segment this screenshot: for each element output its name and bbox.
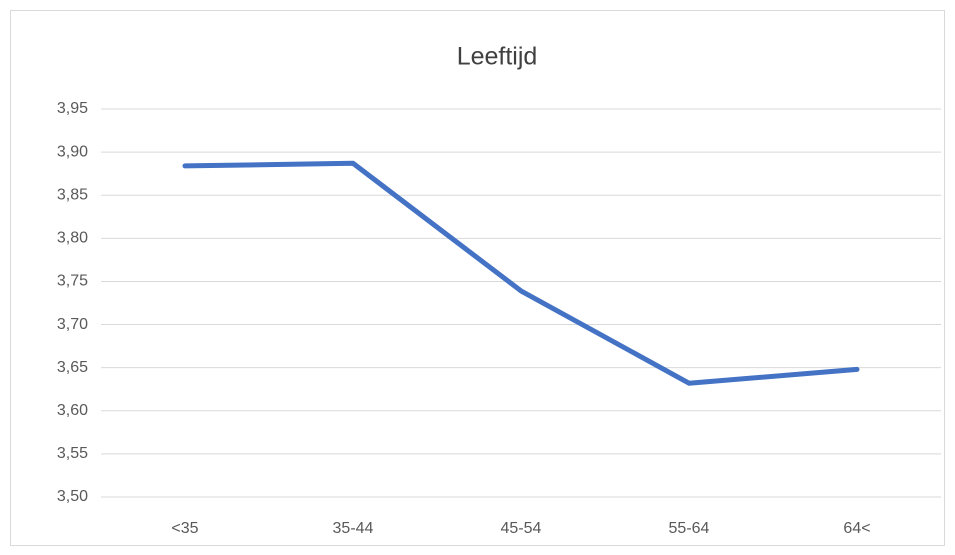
y-tick-label: 3,80: [57, 230, 88, 247]
x-tick-label: 64<: [843, 520, 870, 537]
x-tick-label: 55-64: [669, 520, 710, 537]
x-tick-label: 35-44: [333, 520, 374, 537]
y-tick-label: 3,55: [57, 445, 88, 462]
y-tick-label: 3,95: [57, 100, 88, 117]
line-series: [182, 160, 860, 386]
y-tick-label: 3,60: [57, 402, 88, 419]
y-tick-label: 3,75: [57, 273, 88, 290]
x-tick-label: <35: [171, 520, 198, 537]
chart-border: [10, 10, 945, 546]
y-tick-label: 3,65: [57, 359, 88, 376]
y-tick-label: 3,85: [57, 186, 88, 203]
x-tick-label: 45-54: [501, 520, 542, 537]
y-tick-label: 3,70: [57, 316, 88, 333]
y-tick-label: 3,50: [57, 488, 88, 505]
y-tick-label: 3,90: [57, 143, 88, 160]
chart-title: Leeftijd: [457, 43, 538, 71]
